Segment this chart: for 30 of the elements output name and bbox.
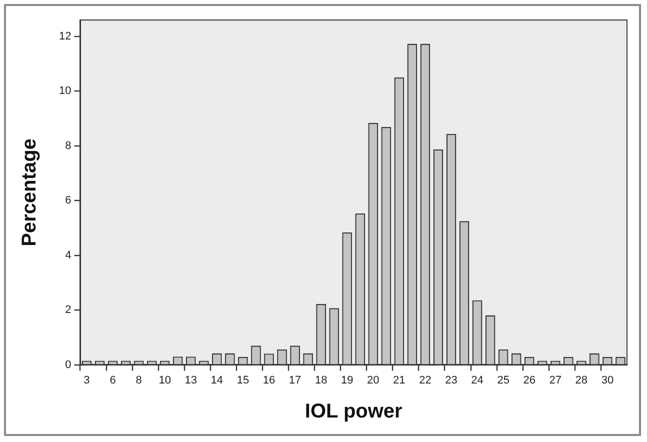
x-tick-label: 22 [419,374,432,386]
x-tick-label: 26 [523,374,536,386]
x-tick-label: 16 [262,374,276,386]
x-tick-label: 3 [84,374,90,386]
x-tick-label: 21 [393,374,406,386]
x-tick-label: 28 [575,374,588,386]
x-tick-label: 6 [110,374,116,386]
y-tick-label: 12 [58,30,72,42]
y-tick-label: 8 [65,140,72,152]
y-tick-label: 4 [65,249,72,262]
x-tick-label: 24 [471,374,484,386]
x-tick-label: 19 [340,374,354,386]
y-tick-label: 10 [58,85,72,98]
x-tick-label: 23 [445,374,458,386]
x-tick-label: 14 [210,374,224,386]
y-axis-title: Percentage [18,138,41,246]
x-tick-label: 25 [497,374,510,386]
x-tick-label: 13 [184,374,198,386]
x-axis-title: IOL power [304,400,403,423]
x-tick-label: 30 [601,374,614,386]
y-tick-label: 0 [65,358,72,371]
x-tick-label: 17 [288,374,302,386]
x-tick-label: 27 [549,374,562,386]
x-tick-label: 15 [236,374,250,386]
x-tick-label: 20 [367,374,380,386]
y-tick-label: 6 [65,194,72,207]
x-tick-label: 18 [314,374,328,386]
y-tick-label: 2 [65,304,72,316]
x-tick-label: 8 [136,374,142,386]
x-tick-label: 10 [158,374,171,386]
